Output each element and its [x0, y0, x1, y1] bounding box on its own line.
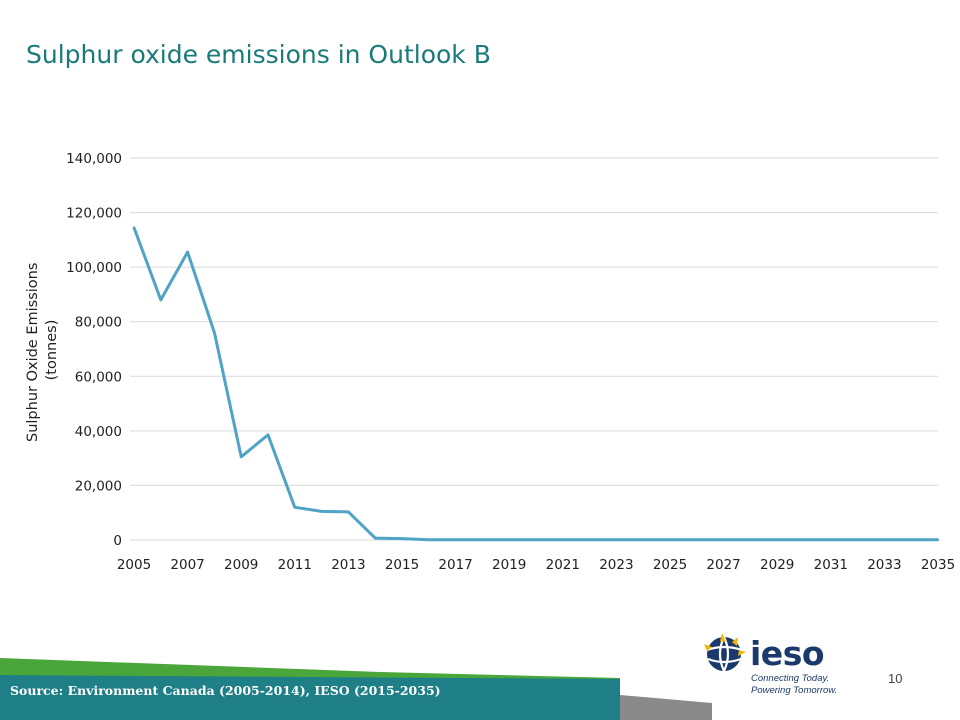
- y-tick-label: 80,000: [75, 315, 122, 331]
- data-point: [374, 536, 377, 540]
- data-point: [749, 538, 752, 541]
- data-point: [829, 538, 832, 541]
- data-point: [910, 538, 913, 541]
- x-axis-tick-labels: 2005 2007 2009 2011 2013 2015 2017 2019 2021 2023…: [117, 557, 955, 573]
- sulphur-oxide-line-chart: 0 20,000 40,000 60,000 80,000 100,000 120,000 1…: [25, 151, 955, 573]
- x-tick-label: 2017: [438, 557, 472, 573]
- data-point: [186, 250, 189, 254]
- x-tick-label: 2023: [599, 557, 633, 573]
- x-tick-label: 2011: [278, 557, 312, 573]
- x-tick-label: 2025: [653, 557, 687, 573]
- y-axis-title: Sulphur Oxide Emissions (tonnes): [25, 258, 60, 442]
- x-tick-label: 2015: [385, 557, 419, 573]
- logo-tagline: Connecting Today. Powering Tomorrow.: [751, 673, 837, 696]
- x-tick-label: 2035: [921, 557, 955, 573]
- data-point: [615, 538, 618, 541]
- data-point: [132, 226, 136, 229]
- y-tick-label: 60,000: [75, 369, 122, 385]
- y-tick-label: 120,000: [66, 206, 122, 222]
- data-point: [883, 538, 886, 541]
- data-point: [776, 538, 779, 541]
- x-tick-label: 2033: [867, 557, 901, 573]
- data-point: [936, 538, 940, 541]
- data-point: [481, 538, 484, 541]
- data-point: [802, 538, 806, 541]
- data-point: [722, 538, 725, 541]
- y-axis-tick-labels: 0 20,000 40,000 60,000 80,000 100,000 120,000 1…: [66, 151, 122, 549]
- gridlines: [130, 157, 938, 541]
- x-tick-label: 2007: [170, 557, 204, 573]
- ieso-logo: ieso Connecting Today. Powering Tomorrow…: [702, 630, 862, 700]
- x-tick-label: 2013: [331, 557, 365, 573]
- y-tick-label: 140,000: [66, 151, 122, 167]
- slide-title: Sulphur oxide emissions in Outlook B: [26, 40, 491, 69]
- logo-tagline-line1: Connecting Today.: [751, 673, 830, 684]
- data-point: [454, 538, 457, 541]
- data-point: [400, 537, 404, 540]
- x-tick-label: 2031: [814, 557, 848, 573]
- y-tick-label: 20,000: [75, 478, 122, 494]
- logo-wordmark: ieso: [750, 634, 825, 673]
- data-point: [427, 538, 430, 541]
- y-tick-label: 100,000: [66, 260, 122, 276]
- x-tick-label: 2009: [224, 557, 258, 573]
- data-point: [856, 538, 859, 541]
- globe-logo-icon: [704, 633, 746, 672]
- y-axis-title-line2: (tonnes): [44, 320, 60, 381]
- data-point: [347, 510, 350, 514]
- x-tick-label: 2021: [546, 557, 580, 573]
- x-tick-label: 2019: [492, 557, 526, 573]
- data-point: [266, 433, 270, 437]
- data-point: [508, 538, 511, 541]
- footer-teal-band: [0, 675, 620, 720]
- data-point: [159, 298, 162, 302]
- x-tick-label: 2005: [117, 557, 151, 573]
- y-tick-label: 40,000: [75, 424, 122, 440]
- series-layer: [132, 226, 940, 542]
- source-note: Source: Environment Canada (2005-2014), …: [10, 683, 441, 698]
- data-point: [642, 538, 645, 541]
- data-point: [213, 331, 216, 334]
- y-tick-label: 0: [113, 533, 122, 549]
- data-point: [240, 455, 243, 458]
- footer-gray-band: [620, 695, 712, 720]
- data-point: [668, 538, 672, 541]
- page-number: 10: [888, 671, 903, 686]
- data-point: [588, 538, 591, 541]
- logo-tagline-line2: Powering Tomorrow.: [751, 684, 838, 696]
- data-point: [695, 538, 698, 541]
- data-point: [534, 538, 538, 541]
- data-point: [561, 538, 564, 541]
- y-axis-title-line1: Sulphur Oxide Emissions: [25, 263, 41, 442]
- x-tick-label: 2027: [706, 557, 740, 573]
- x-tick-label: 2029: [760, 557, 794, 573]
- data-point: [293, 506, 296, 509]
- data-point: [320, 510, 323, 513]
